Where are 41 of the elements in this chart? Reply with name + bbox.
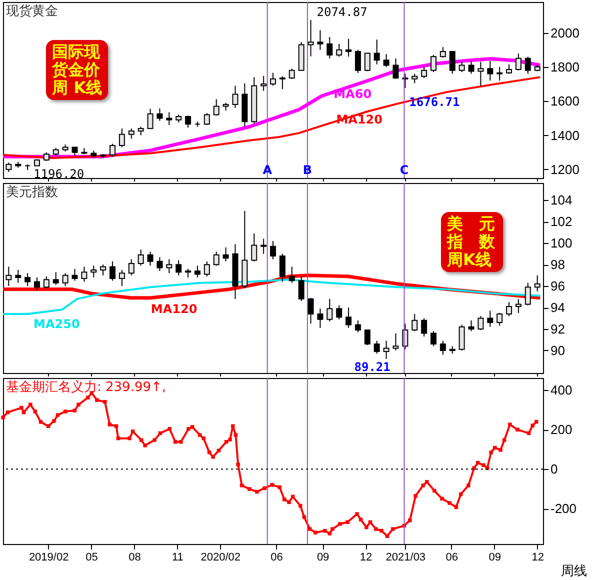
x-tick-label: 12	[532, 552, 544, 564]
y-tick-label: 1200	[550, 162, 580, 177]
x-tick-label: 09	[316, 552, 330, 564]
x-tick-label: 2021/03	[386, 552, 426, 564]
annotation: 1196.20	[34, 167, 84, 182]
chart-title: 美元指数	[6, 184, 58, 200]
x-tick-label: 11	[172, 552, 184, 564]
annotation: 国际现货金价周 K线	[46, 40, 108, 100]
chart-title: 现货黄金	[6, 4, 58, 19]
y-tick-label: 102	[550, 214, 572, 230]
y-tick-label: 1400	[550, 128, 580, 143]
y-tick-label: 90	[550, 342, 565, 358]
x-tick-label: 06	[446, 552, 458, 564]
y-tick-label: -200	[550, 501, 577, 516]
y-tick-label: 200	[550, 422, 572, 438]
y-tick-label: 94	[550, 300, 565, 316]
y-tick-label: 96	[550, 278, 565, 294]
text: 周线	[561, 563, 587, 580]
y-tick-label: 1800	[550, 59, 580, 74]
x-tick-label: 09	[488, 552, 502, 564]
x-tick-label: 2020/02	[200, 552, 241, 564]
y-tick-label: 98	[550, 257, 565, 272]
y-tick-label: 92	[550, 321, 565, 336]
chart-title: 基金期汇名义力: 239.99↑,	[6, 380, 166, 395]
annotation: 1676.71	[409, 95, 460, 109]
x-tick-label: 08	[128, 552, 141, 564]
y-tick-label: 0	[550, 462, 558, 477]
y-tick-label: 400	[550, 382, 572, 398]
y-tick-label: 100	[550, 236, 572, 251]
x-tick-label: 06	[270, 552, 283, 564]
x-tick-label: 2019/02	[28, 552, 69, 564]
y-tick-label: 104	[550, 192, 572, 208]
series-label: MA250	[34, 316, 80, 331]
y-tick-label: 1600	[550, 94, 580, 109]
x-tick-label: 12	[360, 552, 372, 564]
annotation: 89.21	[354, 360, 390, 374]
x-tick-label: 05	[86, 552, 98, 564]
series-label: MA120	[150, 302, 198, 316]
annotation: 2074.87	[316, 4, 368, 19]
y-tick-label: 2000	[550, 25, 580, 40]
annotation: 美 元指 数周K线	[441, 212, 503, 272]
